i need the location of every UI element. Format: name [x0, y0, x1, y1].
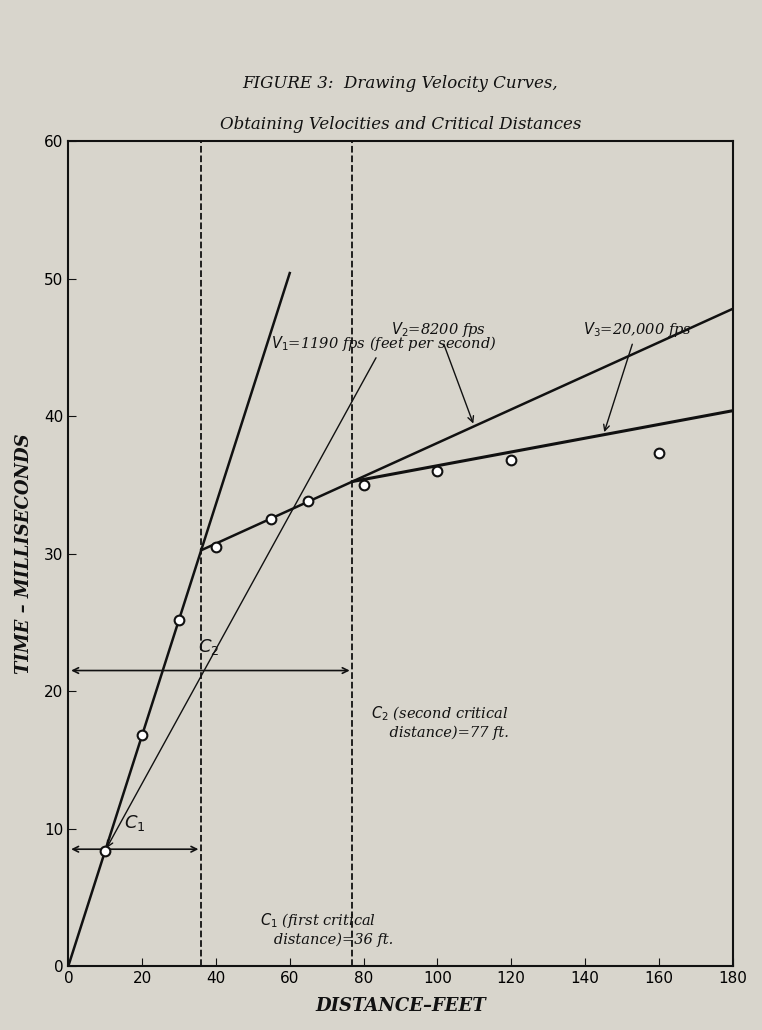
Text: $V_2$=8200 fps: $V_2$=8200 fps [391, 319, 485, 422]
Text: Obtaining Velocities and Critical Distances: Obtaining Velocities and Critical Distan… [219, 116, 581, 133]
Text: $C_2$: $C_2$ [198, 637, 219, 657]
Text: FIGURE 3:  Drawing Velocity Curves,: FIGURE 3: Drawing Velocity Curves, [242, 75, 559, 92]
Text: $C_2$ (second critical
    distance)=77 ft.: $C_2$ (second critical distance)=77 ft. [371, 705, 509, 740]
X-axis label: DISTANCE–FEET: DISTANCE–FEET [315, 997, 485, 1015]
Text: $V_3$=20,000 fps: $V_3$=20,000 fps [583, 319, 691, 431]
Text: $C_1$: $C_1$ [124, 813, 146, 832]
Text: $C_1$ (first critical
   distance)=36 ft.: $C_1$ (first critical distance)=36 ft. [261, 912, 393, 947]
Text: $V_1$=1190 fps (feet per second): $V_1$=1190 fps (feet per second) [107, 334, 497, 847]
Y-axis label: TIME – MILLISECONDS: TIME – MILLISECONDS [15, 434, 33, 674]
